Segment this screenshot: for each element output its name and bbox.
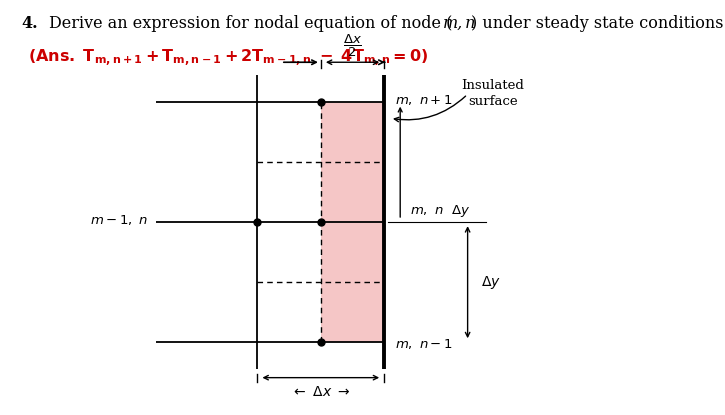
Text: Insulated: Insulated (462, 78, 524, 92)
Text: $m-1,\ n$: $m-1,\ n$ (91, 213, 149, 227)
Text: $\Delta y$: $\Delta y$ (481, 274, 500, 290)
Text: $m,\ n+1$: $m,\ n+1$ (395, 93, 453, 107)
Text: $m,\ n\ \ \Delta y$: $m,\ n\ \ \Delta y$ (410, 203, 470, 219)
Text: $\dfrac{\Delta x}{2}$: $\dfrac{\Delta x}{2}$ (343, 33, 362, 59)
Text: $\mathbf{(Ans.\ T_{m,n+1} + T_{m,n-1} + 2T_{m-1,n}\ -\ 4T_{m,n} = 0)}$: $\mathbf{(Ans.\ T_{m,n+1} + T_{m,n-1} + … (28, 48, 428, 69)
Text: $\leftarrow\ \Delta x\ \rightarrow$: $\leftarrow\ \Delta x\ \rightarrow$ (291, 385, 350, 399)
Text: m,: m, (443, 15, 463, 32)
Text: n: n (460, 15, 475, 32)
Text: surface: surface (468, 95, 518, 108)
Text: $m,\ n-1$: $m,\ n-1$ (395, 337, 453, 352)
Text: 4.: 4. (22, 15, 38, 32)
Bar (320, 102, 384, 342)
Text: ) under steady state conditions.: ) under steady state conditions. (471, 15, 725, 32)
Text: Derive an expression for nodal equation of node (: Derive an expression for nodal equation … (49, 15, 452, 32)
